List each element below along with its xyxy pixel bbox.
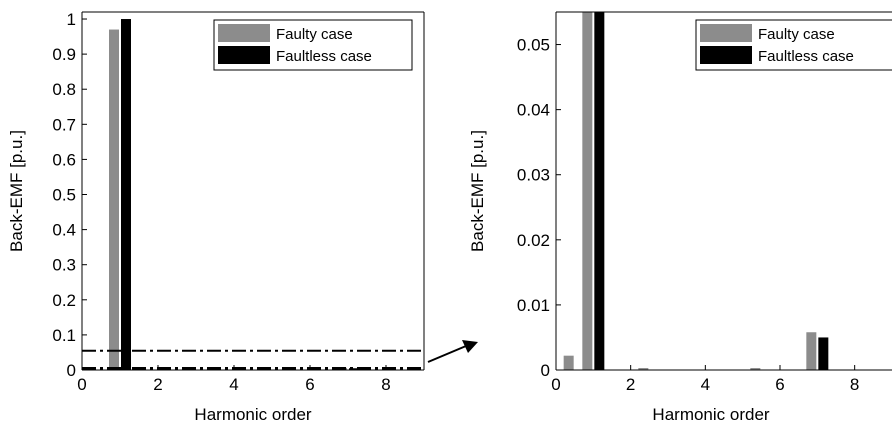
legend: Faulty case Faultless case [213,19,413,71]
y-tick-label: 0.5 [52,186,76,205]
x-axis-label: Harmonic order [652,405,769,424]
y-tick-label: 1 [67,10,76,29]
bar-faulty-case-h0.5 [563,355,574,370]
x-tick-label: 8 [850,375,859,394]
y-tick-label: 0.4 [52,221,76,240]
y-axis-label: Back-EMF [p.u.] [7,130,26,252]
bar-faultless-case-h7 [349,368,359,370]
y-tick-label: 0 [67,361,76,380]
legend-swatch [218,24,270,42]
y-tick-label: 0.2 [52,291,76,310]
bar-faulty-case-h1 [582,12,593,370]
legend-label: Faulty case [758,26,835,43]
legend-label: Faulty case [276,26,353,43]
bar-faultless-case-h1 [594,12,605,370]
chart-panel-1: 0 2 4 6 8 0 0.1 0.2 0.3 0.4 0.5 0.6 0.7 0.8 0.9 1 Harmon… [7,10,425,424]
y-tick-label: 0.7 [52,115,76,134]
bar-faultless-case-h1 [121,19,131,371]
zoom-arrow-head [462,340,478,353]
x-axis-label: Harmonic order [194,405,311,424]
x-tick-label: 0 [551,375,560,394]
legend-swatch [700,24,752,42]
y-tick-label: 0.9 [52,45,76,64]
y-tick-label: 0.01 [517,296,550,315]
x-tick-label: 0 [77,375,86,394]
bar-faulty-case-h7 [806,332,817,370]
bar-faulty-case-h5.5 [750,368,761,370]
y-tick-label: 0.6 [52,150,76,169]
x-tick-label: 2 [153,375,162,394]
y-tick-label: 0.05 [517,36,550,55]
x-tick-label: 6 [305,375,314,394]
x-tick-label: 2 [626,375,635,394]
y-axis-label: Back-EMF [p.u.] [468,130,487,252]
x-tick-label: 4 [701,375,710,394]
legend-swatch [218,46,270,64]
legend: Faulty case Faultless case [695,19,892,71]
x-tick-label: 4 [229,375,238,394]
legend-label: Faultless case [758,48,854,65]
legend-label: Faultless case [276,48,372,65]
y-tick-label: 0 [541,361,550,380]
plot-area [563,12,829,370]
bar-faulty-case-h1 [109,29,119,371]
y-tick-label: 0.02 [517,231,550,250]
y-tick-label: 0.04 [517,101,550,120]
x-tick-label: 6 [775,375,784,394]
plot-area [82,19,424,371]
y-tick-label: 0.03 [517,166,550,185]
y-tick-label: 0.1 [52,326,76,345]
x-tick-label: 8 [381,375,390,394]
zoom-arrow-shaft [427,345,467,363]
y-tick-label: 0.8 [52,80,76,99]
y-tick-label: 0.3 [52,256,76,275]
bar-faultless-case-h7 [818,337,829,370]
chart-panel-2: 0 2 4 6 8 0 0.01 0.02 0.03 0.04 0.05 Harmonic order… [468,11,892,424]
bar-faulty-case-h2.5 [638,368,649,370]
legend-swatch [700,46,752,64]
